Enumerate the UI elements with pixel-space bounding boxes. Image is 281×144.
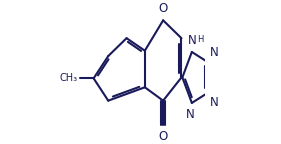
Text: O: O [158,2,168,15]
Text: O: O [158,130,168,143]
Text: N: N [210,46,219,59]
Text: H: H [197,35,203,44]
Text: N: N [186,108,195,121]
Text: N: N [210,96,219,109]
Text: N: N [187,34,196,47]
Text: CH₃: CH₃ [60,73,78,83]
